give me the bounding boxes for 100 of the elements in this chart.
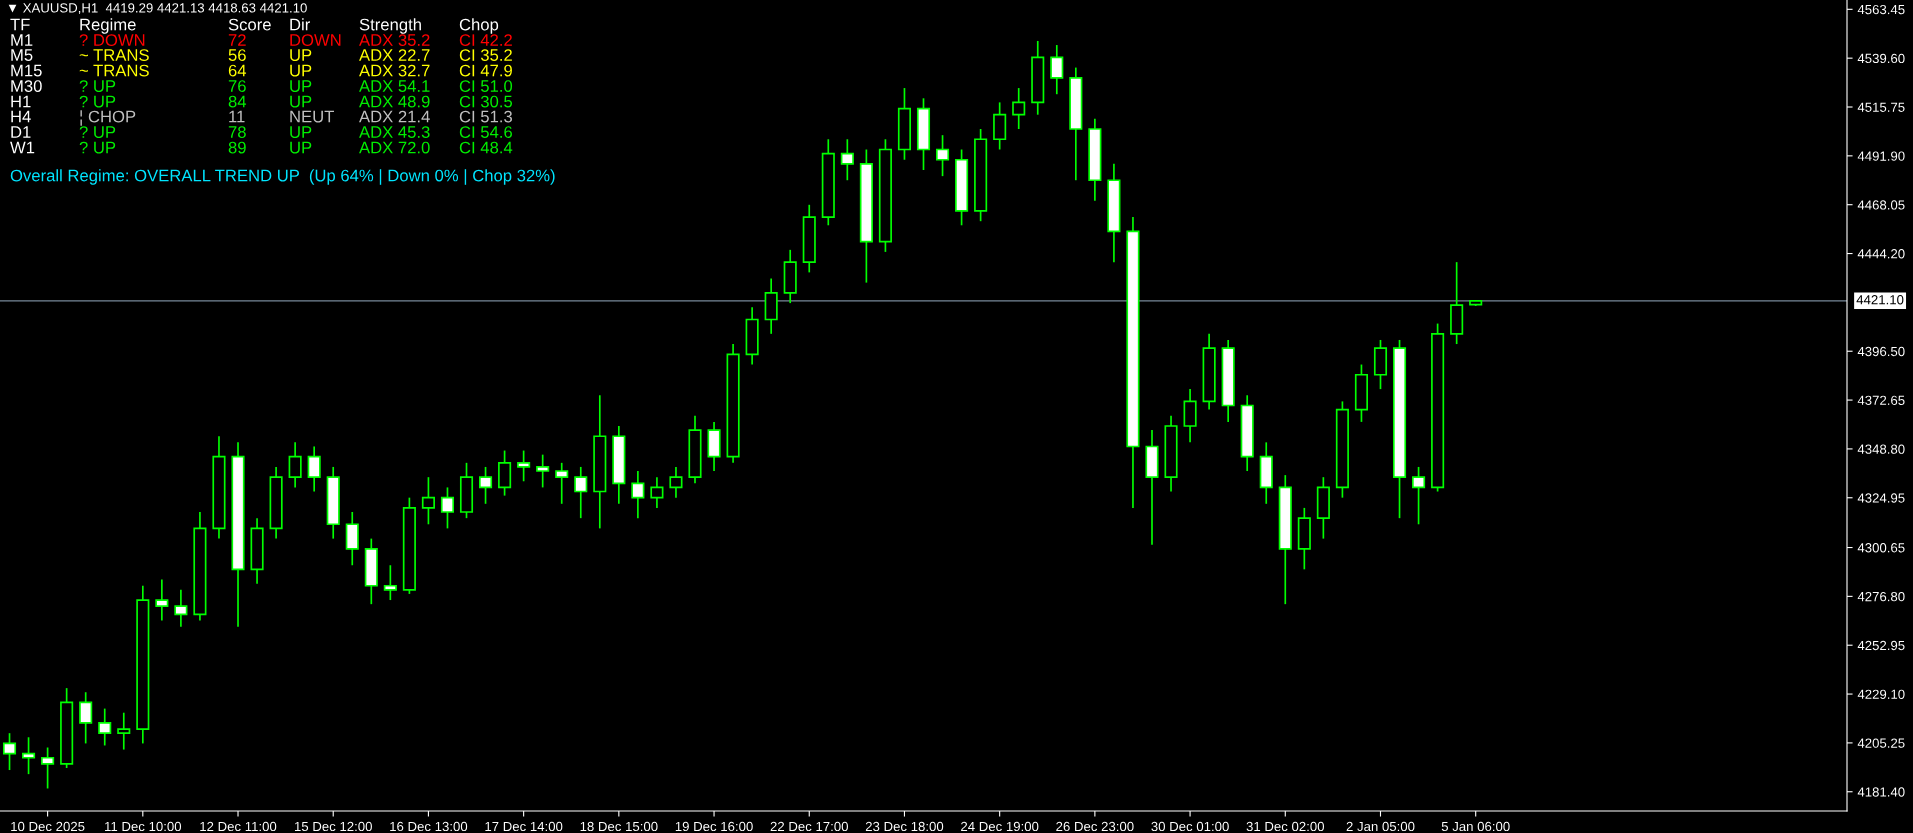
- annotation: Chop: [459, 18, 499, 34]
- y-tick-label: 4396.50: [1857, 346, 1905, 357]
- candlestick: [669, 466, 683, 499]
- annotation: ADX 21.4: [359, 110, 430, 123]
- annotation: UP: [290, 126, 312, 138]
- x-tick-label: 24 Dec 19:00: [961, 821, 1039, 832]
- annotation: Dir: [290, 18, 311, 31]
- annotation: M5: [11, 49, 33, 61]
- candlestick: [517, 449, 531, 483]
- ref-line-label: 4421.10: [1856, 295, 1904, 305]
- candlestick: [117, 711, 131, 751]
- annotation: Overall Regime: OVERALL TREND UP (Up 64% | Down 0% | Chop 32%): [10, 169, 555, 185]
- annotation: 84: [228, 95, 247, 108]
- annotation: UP: [290, 95, 312, 108]
- candlestick: [440, 486, 455, 530]
- candlestick: [41, 746, 55, 790]
- annotation: 78: [228, 126, 246, 138]
- annotation: W1: [10, 141, 35, 154]
- annotation: Regime: [80, 18, 136, 34]
- candlestick: [574, 466, 588, 519]
- annotation: 64: [228, 64, 247, 77]
- y-tick-label: 4300.65: [1857, 543, 1905, 553]
- y-tick-label: 4348.80: [1857, 444, 1905, 454]
- annotation: 11: [229, 110, 245, 123]
- x-tick-label: 18 Dec 15:00: [580, 821, 658, 832]
- x-tick-label: 30 Dec 01:00: [1151, 821, 1229, 832]
- candlestick: [536, 453, 550, 489]
- candlestick: [383, 564, 397, 601]
- annotation: ~ TRANS: [79, 49, 149, 61]
- annotation: 89: [228, 141, 246, 154]
- annotation: CI 42.2: [459, 34, 512, 46]
- annotation: DOWN: [290, 34, 341, 46]
- annotation: TF: [10, 18, 30, 31]
- x-tick-label: 17 Dec 14:00: [485, 821, 563, 832]
- annotation: ? UP: [79, 80, 116, 92]
- annotation: UP: [290, 141, 312, 154]
- annotation: 76: [228, 80, 246, 92]
- x-tick-label: 23 Dec 18:00: [865, 821, 944, 832]
- x-tick-label: 11 Dec 10:00: [105, 821, 182, 832]
- y-tick-label: 4539.60: [1857, 53, 1905, 64]
- annotation: ? UP: [79, 95, 116, 108]
- x-tick-label: 22 Dec 17:00: [770, 821, 848, 832]
- annotation: UP: [290, 64, 312, 77]
- x-tick-label: 19 Dec 16:00: [675, 821, 753, 832]
- x-tick-label: 12 Dec 11:00: [200, 821, 277, 832]
- annotation: H1: [11, 95, 31, 108]
- annotation: ? UP: [79, 141, 116, 154]
- y-tick-label: 4563.45: [1857, 4, 1905, 15]
- annotation: CI 51.3: [459, 110, 512, 123]
- candlestick: [1050, 44, 1064, 96]
- annotation: NEUT: [290, 110, 334, 123]
- annotation: ADX 35.2: [359, 34, 430, 46]
- y-tick-label: 4372.65: [1857, 395, 1905, 405]
- annotation: ADX 32.7: [359, 64, 430, 77]
- candlestick: [174, 588, 188, 628]
- y-tick-label: 4324.95: [1857, 493, 1905, 503]
- annotation: CI 51.0: [459, 80, 513, 92]
- candlestick: [840, 138, 854, 182]
- candlestick: [650, 476, 664, 509]
- annotation: ? DOWN: [79, 34, 145, 46]
- annotation: UP: [290, 80, 312, 92]
- annotation: ? UP: [79, 126, 116, 138]
- annotation: ADX 48.9: [359, 95, 430, 108]
- candlestick: [288, 441, 302, 489]
- annotation: Score: [228, 18, 271, 31]
- y-tick-label: 4444.20: [1857, 249, 1905, 259]
- annotation: D1: [11, 126, 31, 138]
- candlestick: [479, 466, 493, 505]
- y-tick-label: 4515.75: [1857, 102, 1905, 112]
- y-tick-label: 4252.95: [1857, 640, 1905, 651]
- candlestick: [1012, 87, 1026, 130]
- annotation: H4: [11, 110, 31, 123]
- candlestick: [79, 691, 93, 745]
- candlestick: [98, 707, 112, 747]
- candlestick: [935, 134, 950, 177]
- candlestick: [2, 732, 17, 771]
- x-tick-label: 31 Dec 02:00: [1246, 821, 1325, 832]
- annotation: Strength: [359, 18, 421, 34]
- annotation: CI 35.2: [459, 49, 512, 61]
- annotation: CI 48.4: [459, 141, 513, 154]
- annotation: ADX 22.7: [359, 49, 430, 61]
- annotation: ADX 54.1: [359, 80, 430, 92]
- annotation: ~ TRANS: [79, 64, 149, 77]
- annotation: M1: [11, 34, 33, 46]
- candlestick: [155, 578, 169, 622]
- y-tick-label: 4205.25: [1857, 738, 1905, 748]
- candlestick: [307, 445, 321, 493]
- candlestick: [555, 462, 569, 505]
- x-tick-label: 26 Dec 23:00: [1056, 821, 1134, 832]
- annotation: ¦ CHOP: [80, 110, 136, 126]
- candlestick: [631, 470, 645, 519]
- annotation: M30: [11, 80, 42, 92]
- candlestick: [22, 736, 36, 775]
- annotation: 56: [228, 49, 246, 61]
- x-tick-label: 16 Dec 13:00: [390, 821, 468, 832]
- x-tick-label: 5 Jan 06:00: [1441, 821, 1510, 832]
- x-tick-label: 15 Dec 12:00: [294, 821, 372, 832]
- annotation: 72: [228, 34, 246, 46]
- y-tick-label: 4276.80: [1857, 591, 1905, 602]
- x-tick-label: 10 Dec 2025: [11, 821, 85, 832]
